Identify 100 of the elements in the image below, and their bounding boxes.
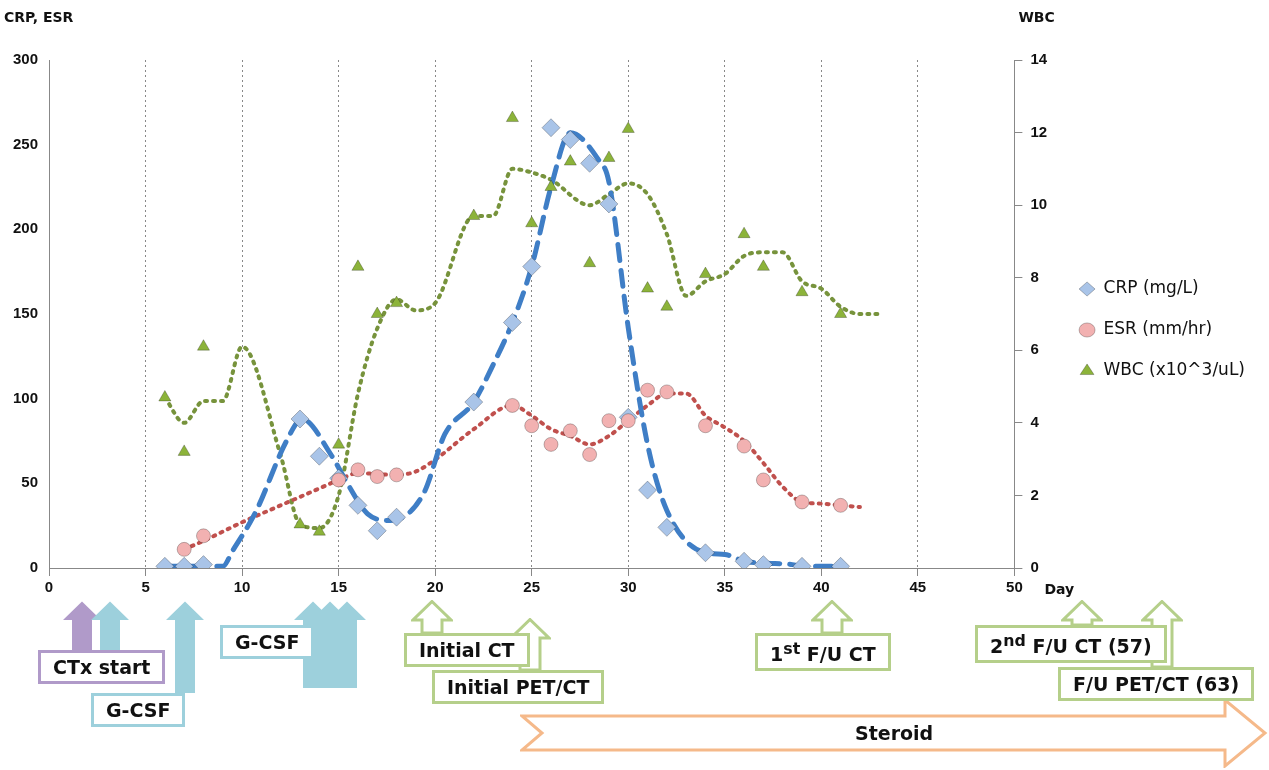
x-tick-label: 45 <box>909 578 927 596</box>
point <box>369 469 385 485</box>
point <box>525 215 539 228</box>
x-tick-label: 10 <box>233 578 251 596</box>
y2-tick-label: 14 <box>1030 50 1048 68</box>
point <box>580 153 600 173</box>
point <box>348 495 368 515</box>
x-tick-label: 20 <box>426 578 444 596</box>
point <box>350 462 366 478</box>
y2-tick-label: 10 <box>1030 195 1048 213</box>
point <box>638 480 658 500</box>
point <box>312 524 326 536</box>
point <box>583 255 597 268</box>
point <box>389 295 404 308</box>
point <box>737 226 751 239</box>
point <box>795 284 809 297</box>
point <box>176 541 192 557</box>
point <box>332 437 346 449</box>
text: Initial CT <box>404 633 530 667</box>
x-axis-title: Day <box>1044 580 1075 597</box>
point <box>464 392 484 412</box>
x-tick-label: 5 <box>141 578 150 596</box>
point <box>560 130 580 150</box>
x-tick-label: 0 <box>44 578 54 596</box>
legend-label: WBC (x10^3/uL) <box>1103 359 1245 380</box>
y2-tick-label: 2 <box>1030 485 1039 503</box>
text: G-CSF <box>220 625 315 659</box>
point <box>833 497 849 513</box>
point <box>755 472 771 488</box>
point <box>290 409 310 429</box>
point <box>695 543 715 563</box>
text: 2$^{nd}$ F/U CT (57) <box>975 625 1167 664</box>
y-tick-label: 200 <box>13 219 39 237</box>
point <box>697 418 713 434</box>
point <box>794 494 810 510</box>
point <box>562 423 578 439</box>
text: G-CSF <box>91 693 186 727</box>
point <box>541 118 561 138</box>
y-axis-title: CRP, ESR <box>4 9 74 25</box>
point <box>544 179 558 191</box>
point <box>504 397 520 413</box>
point <box>389 467 405 483</box>
point <box>387 507 407 527</box>
x-tick-label: 50 <box>1006 578 1023 596</box>
point <box>599 194 619 214</box>
x-tick-label: 40 <box>812 578 830 596</box>
y-tick-label: 100 <box>13 388 39 406</box>
y2-tick-label: 6 <box>1030 340 1039 358</box>
point <box>196 339 211 351</box>
point <box>293 516 307 529</box>
point <box>502 312 522 332</box>
x-tick-label: 15 <box>330 578 347 596</box>
point <box>158 389 172 402</box>
point <box>522 257 542 277</box>
point <box>640 281 655 293</box>
point <box>524 418 540 434</box>
point <box>177 444 191 456</box>
point <box>657 517 677 537</box>
point <box>543 436 559 452</box>
point <box>582 447 598 463</box>
point <box>467 208 481 221</box>
x-tick-label: 30 <box>619 578 637 596</box>
y2-tick-label: 0 <box>1030 558 1039 576</box>
point <box>309 446 329 466</box>
point <box>698 266 713 279</box>
legend-label: CRP (mg/L) <box>1103 277 1199 298</box>
text: CTx start <box>38 650 166 684</box>
point <box>195 528 211 544</box>
point <box>756 259 770 271</box>
point <box>736 438 752 454</box>
y-tick-label: 0 <box>29 558 39 576</box>
point <box>601 413 617 429</box>
point <box>734 551 754 568</box>
text: Steroid <box>854 721 935 746</box>
point <box>660 299 674 311</box>
point <box>367 521 387 541</box>
x-tick-label: 35 <box>716 578 734 596</box>
y-tick-label: 250 <box>13 134 39 152</box>
point <box>563 154 577 166</box>
point <box>602 150 616 162</box>
text: Initial PET/CT <box>432 670 605 704</box>
legend-label: ESR (mm/hr) <box>1103 318 1213 339</box>
y2-tick-label: 4 <box>1030 413 1040 430</box>
text: F/U PET/CT (63) <box>1058 667 1255 701</box>
point <box>370 306 384 318</box>
point <box>351 259 365 271</box>
point <box>505 110 519 123</box>
y2-axis-title: WBC <box>1018 9 1055 25</box>
y-tick-label: 300 <box>13 50 39 68</box>
point <box>659 384 675 400</box>
point <box>640 382 656 398</box>
y-tick-label: 150 <box>13 304 39 322</box>
point <box>620 413 636 429</box>
point <box>621 121 635 133</box>
y-tick-label: 50 <box>21 473 39 491</box>
point <box>834 306 848 318</box>
text: 1$^{st}$ F/U CT <box>755 633 891 672</box>
y2-tick-label: 8 <box>1030 267 1039 285</box>
y2-tick-label: 12 <box>1030 122 1048 140</box>
x-tick-label: 25 <box>523 578 541 596</box>
